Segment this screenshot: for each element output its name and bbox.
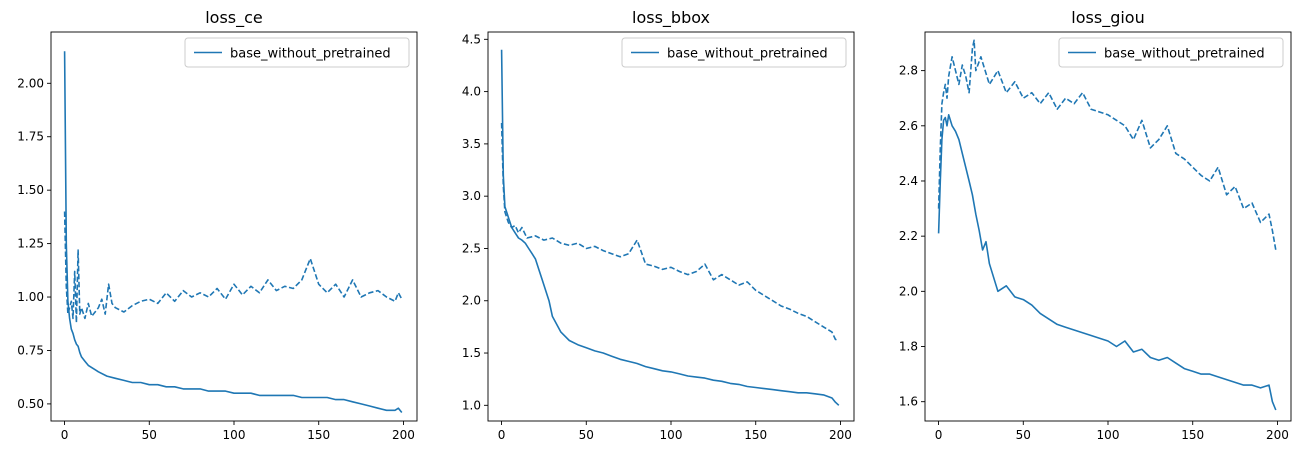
chart-title: loss_bbox <box>632 8 710 28</box>
dashed-series-line <box>937 39 1277 251</box>
y-tick-label: 2.4 <box>899 174 918 188</box>
y-tick-label: 2.5 <box>462 241 481 255</box>
x-tick-label: 200 <box>392 428 415 442</box>
y-tick-label: 4.0 <box>462 85 481 99</box>
x-tick-label: 150 <box>1181 428 1204 442</box>
x-tick-label: 200 <box>829 428 852 442</box>
legend-box <box>184 37 410 68</box>
y-tick-label: 4.5 <box>462 32 481 46</box>
x-tick-label: 50 <box>579 428 594 442</box>
y-tick-label: 1.6 <box>899 395 918 409</box>
x-tick-label: 50 <box>142 428 157 442</box>
y-tick-label: 3.0 <box>462 189 481 203</box>
y-tick-label: 1.00 <box>17 290 44 304</box>
subplot-2: 0 50 100 150 200 1.0 1.5 2.0 2.5 3.0 3.5 4.0 4.5 loss… <box>462 8 855 442</box>
y-tick-label: 2.8 <box>899 64 918 78</box>
y-tick-label: 1.0 <box>462 398 481 412</box>
x-tick-label: 150 <box>307 428 330 442</box>
y-tick-label: 1.75 <box>17 130 44 144</box>
legend-box <box>1058 37 1284 68</box>
y-tick-label: 0.50 <box>17 397 44 411</box>
y-tick-label: 3.5 <box>462 137 481 151</box>
y-tick-label: 2.00 <box>17 76 44 90</box>
x-tick-label: 0 <box>498 428 506 442</box>
subplot-1: 0 50 100 150 200 0.50 0.75 1.00 1.25 1.50 1.75 2.00… <box>17 8 418 442</box>
x-tick-label: 0 <box>61 428 69 442</box>
y-tick-label: 1.50 <box>17 183 44 197</box>
chart-title: loss_giou <box>1071 8 1144 28</box>
x-tick-label: 200 <box>1266 428 1289 442</box>
y-tick-label: 2.0 <box>899 284 918 298</box>
y-tick-label: 1.8 <box>899 340 918 354</box>
y-tick-label: 1.25 <box>17 237 44 251</box>
x-tick-label: 150 <box>744 428 767 442</box>
y-tick-label: 0.75 <box>17 343 44 357</box>
legend-label: base_without_pretrained <box>230 47 391 62</box>
x-tick-label: 100 <box>223 428 246 442</box>
solid-series-line <box>500 49 840 406</box>
dashed-series-line <box>63 211 403 324</box>
y-tick-label: 1.5 <box>462 346 481 360</box>
legend: base_without_pretrained <box>621 37 847 68</box>
solid-series-line <box>63 51 403 413</box>
axes-frame <box>924 31 1292 422</box>
legend-label: base_without_pretrained <box>1104 47 1265 62</box>
legend-box <box>621 37 847 68</box>
legend-label: base_without_pretrained <box>667 47 828 62</box>
solid-series-line <box>937 114 1277 411</box>
chart-title: loss_ce <box>205 8 263 28</box>
x-tick-label: 100 <box>660 428 683 442</box>
y-tick-label: 2.0 <box>462 294 481 308</box>
y-tick-label: 2.6 <box>899 119 918 133</box>
dashed-series-line <box>500 122 840 342</box>
x-tick-label: 0 <box>935 428 943 442</box>
x-tick-label: 50 <box>1016 428 1031 442</box>
legend: base_without_pretrained <box>184 37 410 68</box>
x-tick-label: 100 <box>1097 428 1120 442</box>
y-tick-label: 2.2 <box>899 229 918 243</box>
subplot-3: 0 50 100 150 200 1.6 1.8 2.0 2.2 2.4 2.6 2.8 loss_gi… <box>899 8 1292 442</box>
legend: base_without_pretrained <box>1058 37 1284 68</box>
axes-frame <box>487 31 855 422</box>
axes-frame <box>50 31 418 422</box>
